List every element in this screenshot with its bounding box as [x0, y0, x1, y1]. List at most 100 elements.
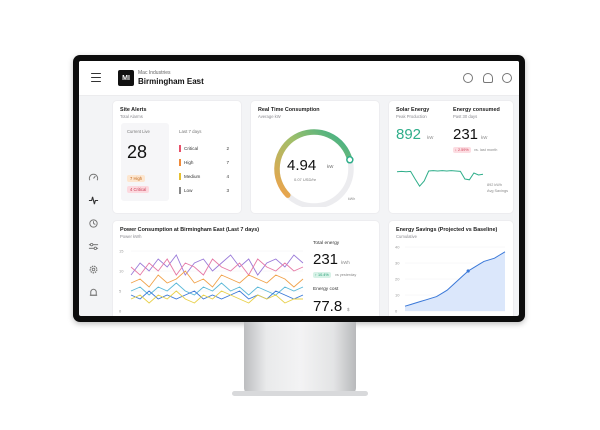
consumption-gauge	[274, 129, 354, 207]
severity-row-high: High 7	[179, 159, 229, 166]
energy-consumed-value: 231	[453, 126, 479, 143]
y-tick-label: 40	[395, 245, 400, 250]
current-live-label: Current Live	[127, 129, 150, 134]
site-selector-chevron-icon[interactable]: ⌃	[195, 79, 201, 86]
card-title: Site Alerts	[120, 107, 147, 113]
solar-title: Solar Energy	[396, 107, 430, 113]
help-icon[interactable]	[463, 73, 473, 83]
solar-curve-label-2: Avg Savings	[487, 189, 509, 193]
y-tick-label: 0	[395, 309, 398, 314]
gauge-value: 4.94	[287, 157, 317, 174]
series-line-1	[130, 258, 304, 276]
series-line-4	[130, 290, 304, 300]
series-line-0	[130, 254, 304, 276]
total-energy-change-badge: ↑ 10.4%	[313, 272, 331, 278]
high-badge: 7 High	[127, 175, 146, 182]
user-avatar-icon[interactable]	[502, 73, 512, 83]
top-header: MI Mac Industries Birmingham East ⌃	[79, 61, 519, 96]
severity-value: 2	[226, 146, 229, 151]
series-line-3	[130, 282, 304, 296]
energy-cost-unit: $	[347, 307, 350, 312]
energy-change-badge: ↓ 2.59%	[453, 147, 471, 153]
current-alerts-panel: Current Live 28 7 High 4 Critical	[121, 123, 169, 201]
refresh-icon[interactable]	[87, 217, 99, 229]
y-tick-label: 5	[119, 289, 122, 294]
severity-value: 3	[226, 188, 229, 193]
bell-icon[interactable]	[87, 286, 99, 298]
severity-name: Critical	[184, 146, 199, 151]
energy-consumed-subtitle: Past 30 days	[453, 114, 478, 119]
total-energy-unit: kWh	[341, 260, 350, 265]
power-line-chart: 15 10 5 0	[119, 249, 304, 314]
severity-color-bar	[179, 187, 181, 194]
severity-value: 7	[226, 160, 229, 165]
card-subtitle: Average kW	[258, 114, 281, 119]
savings-title: Energy Savings (Projected vs Baseline)	[396, 227, 498, 233]
severity-name: Medium	[184, 174, 201, 179]
solar-unit: kW	[427, 135, 434, 140]
monitor-stand-base	[232, 391, 368, 396]
solar-energy-card: Solar Energy Peak Production 892 kW Ener…	[389, 101, 513, 213]
y-tick-label: 10	[395, 293, 400, 298]
energy-cost-label: Energy cost	[313, 287, 339, 292]
power-chart-subtitle: Power kWh	[120, 234, 142, 239]
total-energy-label: Total energy	[313, 241, 340, 246]
gauge-max-label: kWh	[348, 197, 356, 201]
severity-name: Low	[184, 188, 193, 193]
power-consumption-card: Power Consumption at Birmingham East (La…	[113, 221, 379, 316]
savings-subtitle: Cumulative	[396, 234, 417, 239]
power-chart-title: Power Consumption at Birmingham East (La…	[120, 227, 259, 233]
alert-count: 28	[127, 142, 148, 162]
monitor-frame: MI Mac Industries Birmingham East ⌃	[73, 55, 525, 322]
severity-row-low: Low 3	[179, 187, 229, 194]
solar-curve-label: 892 kWh	[487, 183, 502, 187]
y-tick-label: 20	[395, 277, 400, 282]
gear-icon[interactable]	[87, 263, 99, 275]
total-energy-change-note: vs yesterday	[335, 273, 357, 277]
solar-production-chart	[396, 170, 484, 188]
solar-subtitle: Peak Production	[396, 114, 427, 119]
severity-row-critical: Critical 2	[179, 145, 229, 152]
energy-savings-card: Energy Savings (Projected vs Baseline) C…	[389, 221, 513, 316]
total-energy-value: 231	[313, 251, 339, 268]
period-label: Last 7 days	[179, 129, 202, 134]
severity-row-medium: Medium 4	[179, 173, 229, 180]
gauge-knob	[346, 156, 354, 164]
monitor-stand	[244, 322, 356, 394]
series-line-2	[130, 270, 304, 288]
gauge-fill	[274, 129, 353, 198]
site-name[interactable]: Birmingham East	[138, 77, 204, 86]
speedometer-icon[interactable]	[87, 171, 99, 183]
notification-bell-icon[interactable]	[483, 73, 493, 83]
y-tick-label: 15	[119, 249, 124, 254]
site-alerts-card: Site Alerts Total Alarms Current Live 28…	[113, 101, 241, 213]
company-logo: MI	[118, 70, 134, 86]
series-line-5	[130, 290, 303, 304]
severity-color-bar	[179, 145, 181, 152]
pulse-icon[interactable]	[87, 194, 99, 206]
solar-line	[396, 170, 484, 188]
energy-consumed-title: Energy consumed	[453, 107, 500, 113]
hamburger-menu-icon[interactable]	[91, 73, 101, 82]
solar-value: 892	[396, 126, 422, 143]
severity-value: 4	[226, 174, 229, 179]
gauge-unit: kW	[327, 164, 334, 169]
company-name: Mac Industries	[138, 70, 171, 76]
severity-color-bar	[179, 173, 181, 180]
area-fill	[405, 251, 505, 311]
y-tick-label: 10	[119, 269, 124, 274]
sliders-icon[interactable]	[87, 240, 99, 252]
energy-cost-value: 77.8	[313, 298, 343, 315]
card-title: Real Time Consumption	[258, 107, 320, 113]
critical-badge: 4 Critical	[127, 186, 150, 193]
y-tick-label: 0	[119, 309, 122, 314]
severity-name: High	[184, 160, 194, 165]
dashboard-screen: MI Mac Industries Birmingham East ⌃	[79, 61, 519, 316]
savings-area-chart: 40 30 20 10 0	[395, 245, 506, 314]
sidebar	[79, 96, 107, 316]
severity-color-bar	[179, 159, 181, 166]
energy-consumed-unit: kW	[481, 135, 488, 140]
energy-change-note: vs. last month	[474, 148, 498, 152]
real-time-consumption-card: Real Time Consumption Average kW 4.94 kW…	[251, 101, 379, 213]
y-tick-label: 30	[395, 261, 400, 266]
